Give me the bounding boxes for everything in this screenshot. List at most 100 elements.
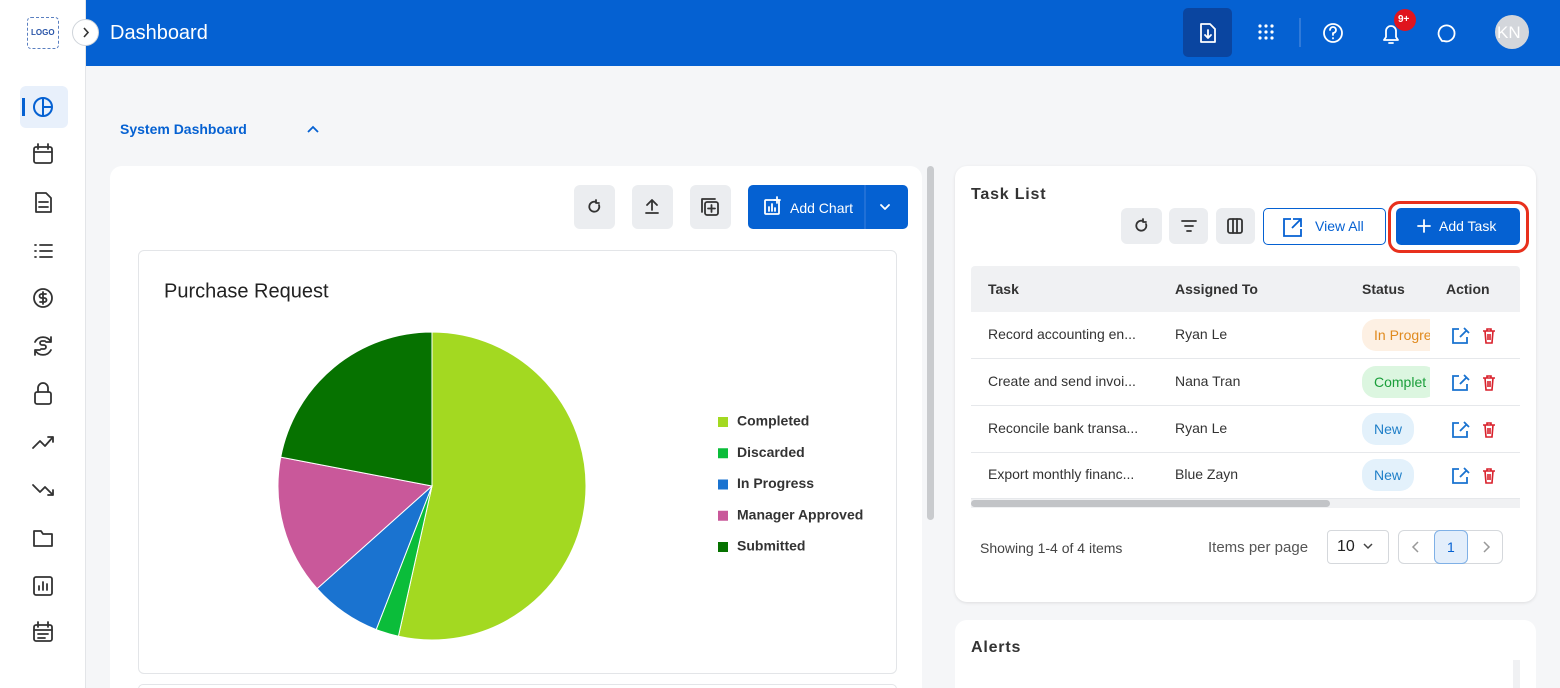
legend-label: Manager Approved: [737, 506, 863, 522]
pagination-arrows: [1411, 541, 1491, 553]
row-actions: [1450, 465, 1500, 485]
row-actions: [1450, 372, 1500, 392]
nav-lock[interactable]: [34, 382, 52, 405]
refresh-button[interactable]: [574, 185, 615, 229]
logo-text: LOGO: [31, 28, 55, 37]
row-divider: [971, 358, 1520, 359]
page-title: Dashboard: [110, 22, 208, 44]
legend-swatch: [718, 479, 728, 490]
row-divider: [971, 404, 1520, 406]
notification-icon[interactable]: [1383, 25, 1399, 44]
task-name: Export monthly financ...: [988, 466, 1135, 483]
next-page[interactable]: [1483, 541, 1491, 553]
page-number: 1: [1447, 539, 1455, 555]
column-header: Status: [1362, 281, 1405, 297]
row-divider: [971, 498, 1520, 500]
pie-chart: Purchase Request Completed Discarded In Pr…: [164, 280, 863, 641]
avatar[interactable]: [1495, 15, 1529, 49]
page-current[interactable]: [1434, 530, 1468, 564]
add-task-button[interactable]: [1396, 208, 1520, 245]
items-per-page-label: Items per page: [1208, 539, 1309, 556]
dashboard-selector[interactable]: System Dashboard: [120, 121, 247, 137]
row-divider: [971, 451, 1520, 453]
selector-chevron[interactable]: [305, 122, 321, 136]
nav-trend-down[interactable]: [32, 484, 54, 496]
scrollbar[interactable]: [927, 166, 934, 520]
task-name: Record accounting en...: [988, 326, 1136, 342]
columns-tasks[interactable]: [1216, 208, 1255, 244]
task-list-title: Task List: [971, 186, 1047, 203]
status-cell: New: [1362, 459, 1430, 492]
legend-swatch: [718, 417, 728, 427]
nav-icons: [22, 97, 54, 642]
apps-icon[interactable]: [1258, 24, 1274, 40]
toggle-icon: [83, 27, 90, 38]
notification-badge: 9+: [1398, 14, 1410, 25]
status-pill: New: [1362, 412, 1415, 445]
chat-icon[interactable]: [1437, 24, 1456, 43]
pie-slice: [397, 331, 587, 641]
nav-list[interactable]: [34, 244, 53, 258]
status-cell: In Progre: [1362, 319, 1430, 351]
top-bar: [86, 0, 1560, 66]
column-header: Action: [1446, 281, 1490, 297]
sidebar-toggle[interactable]: [72, 19, 99, 46]
task-toolbar-icons: [1135, 218, 1431, 237]
legend-swatch: [718, 448, 728, 459]
assignee: Ryan Le: [1175, 326, 1228, 342]
alerts-panel: [955, 620, 1536, 688]
edit-icon[interactable]: [1452, 467, 1470, 485]
table-scrollbar[interactable]: [971, 500, 1330, 507]
pie-slice: [280, 331, 433, 487]
nav-folder[interactable]: [33, 530, 53, 547]
delete-icon[interactable]: [1483, 468, 1495, 485]
edit-icon[interactable]: [1452, 420, 1470, 438]
pie-slice: [277, 456, 434, 590]
header-icons: [1200, 9, 1529, 49]
assignee: Blue Zayn: [1175, 466, 1239, 483]
status-pill: New: [1362, 459, 1415, 492]
nav-trend-up[interactable]: [32, 436, 54, 449]
legend-swatch: [718, 542, 728, 552]
task-name: Reconcile bank transa...: [988, 419, 1139, 436]
refresh-tasks[interactable]: [1121, 208, 1162, 244]
chart-toolbar-icons: [588, 185, 890, 229]
nav-calendar[interactable]: [33, 143, 53, 164]
edit-icon[interactable]: [1452, 327, 1470, 344]
items-per-page-select[interactable]: [1327, 530, 1389, 564]
nav-document[interactable]: [35, 192, 52, 213]
delete-icon[interactable]: [1483, 421, 1495, 438]
status-cell: Complet: [1362, 365, 1430, 398]
row-actions: [1450, 325, 1500, 345]
chart-title: Purchase Request: [164, 280, 329, 302]
nav-finance[interactable]: [33, 288, 53, 308]
help-icon[interactable]: [1323, 23, 1343, 43]
legend-label: In Progress: [737, 475, 814, 491]
legend-label: Submitted: [737, 538, 805, 554]
items-per-page-value: 10: [1337, 538, 1355, 555]
legend-label: Completed: [737, 413, 809, 429]
delete-icon[interactable]: [1483, 328, 1495, 344]
delete-icon[interactable]: [1483, 374, 1495, 391]
avatar-initials: KN: [1497, 23, 1521, 42]
task-name: Create and send invoi...: [988, 372, 1136, 389]
edit-icon[interactable]: [1452, 374, 1470, 391]
nav-exchange[interactable]: [34, 336, 52, 356]
prev-page[interactable]: [1411, 541, 1419, 553]
logo[interactable]: [27, 17, 59, 49]
table-summary: Showing 1-4 of 4 items: [980, 540, 1123, 556]
view-all-label: View All: [1315, 218, 1364, 234]
add-chart-label: Add Chart: [790, 200, 854, 216]
row-actions: [1450, 419, 1500, 439]
alerts-scrollbar: [1513, 660, 1520, 688]
duplicate-button[interactable]: [690, 185, 731, 229]
nav-report[interactable]: [33, 576, 53, 596]
next-card: [138, 684, 897, 688]
alerts-title: Alerts: [971, 639, 1022, 656]
add-chart-button[interactable]: [748, 185, 908, 229]
nav-planner[interactable]: [33, 621, 53, 642]
legend-swatch: [718, 510, 728, 521]
add-task-label: Add Task: [1439, 218, 1497, 234]
status-pill: In Progre: [1362, 319, 1430, 351]
